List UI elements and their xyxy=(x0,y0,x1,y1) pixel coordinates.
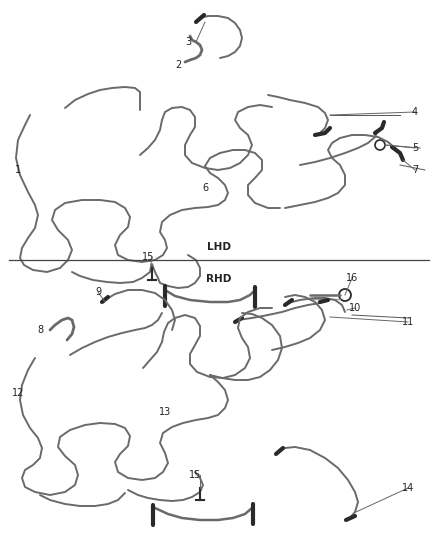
Text: 10: 10 xyxy=(349,303,361,313)
Text: 6: 6 xyxy=(202,183,208,193)
Text: RHD: RHD xyxy=(206,273,232,284)
Text: 2: 2 xyxy=(175,60,181,70)
Text: 15: 15 xyxy=(189,470,201,480)
Text: 8: 8 xyxy=(37,325,43,335)
Text: 16: 16 xyxy=(346,273,358,283)
Text: 13: 13 xyxy=(159,407,171,417)
Text: 14: 14 xyxy=(402,483,414,493)
Text: 7: 7 xyxy=(412,165,418,175)
Text: 12: 12 xyxy=(12,388,24,398)
Text: 1: 1 xyxy=(15,165,21,175)
Text: 5: 5 xyxy=(412,143,418,153)
Text: 4: 4 xyxy=(412,107,418,117)
Text: LHD: LHD xyxy=(207,241,231,252)
Text: 3: 3 xyxy=(185,37,191,47)
Text: 9: 9 xyxy=(95,287,101,297)
Text: 15: 15 xyxy=(142,252,154,262)
Text: 11: 11 xyxy=(402,317,414,327)
